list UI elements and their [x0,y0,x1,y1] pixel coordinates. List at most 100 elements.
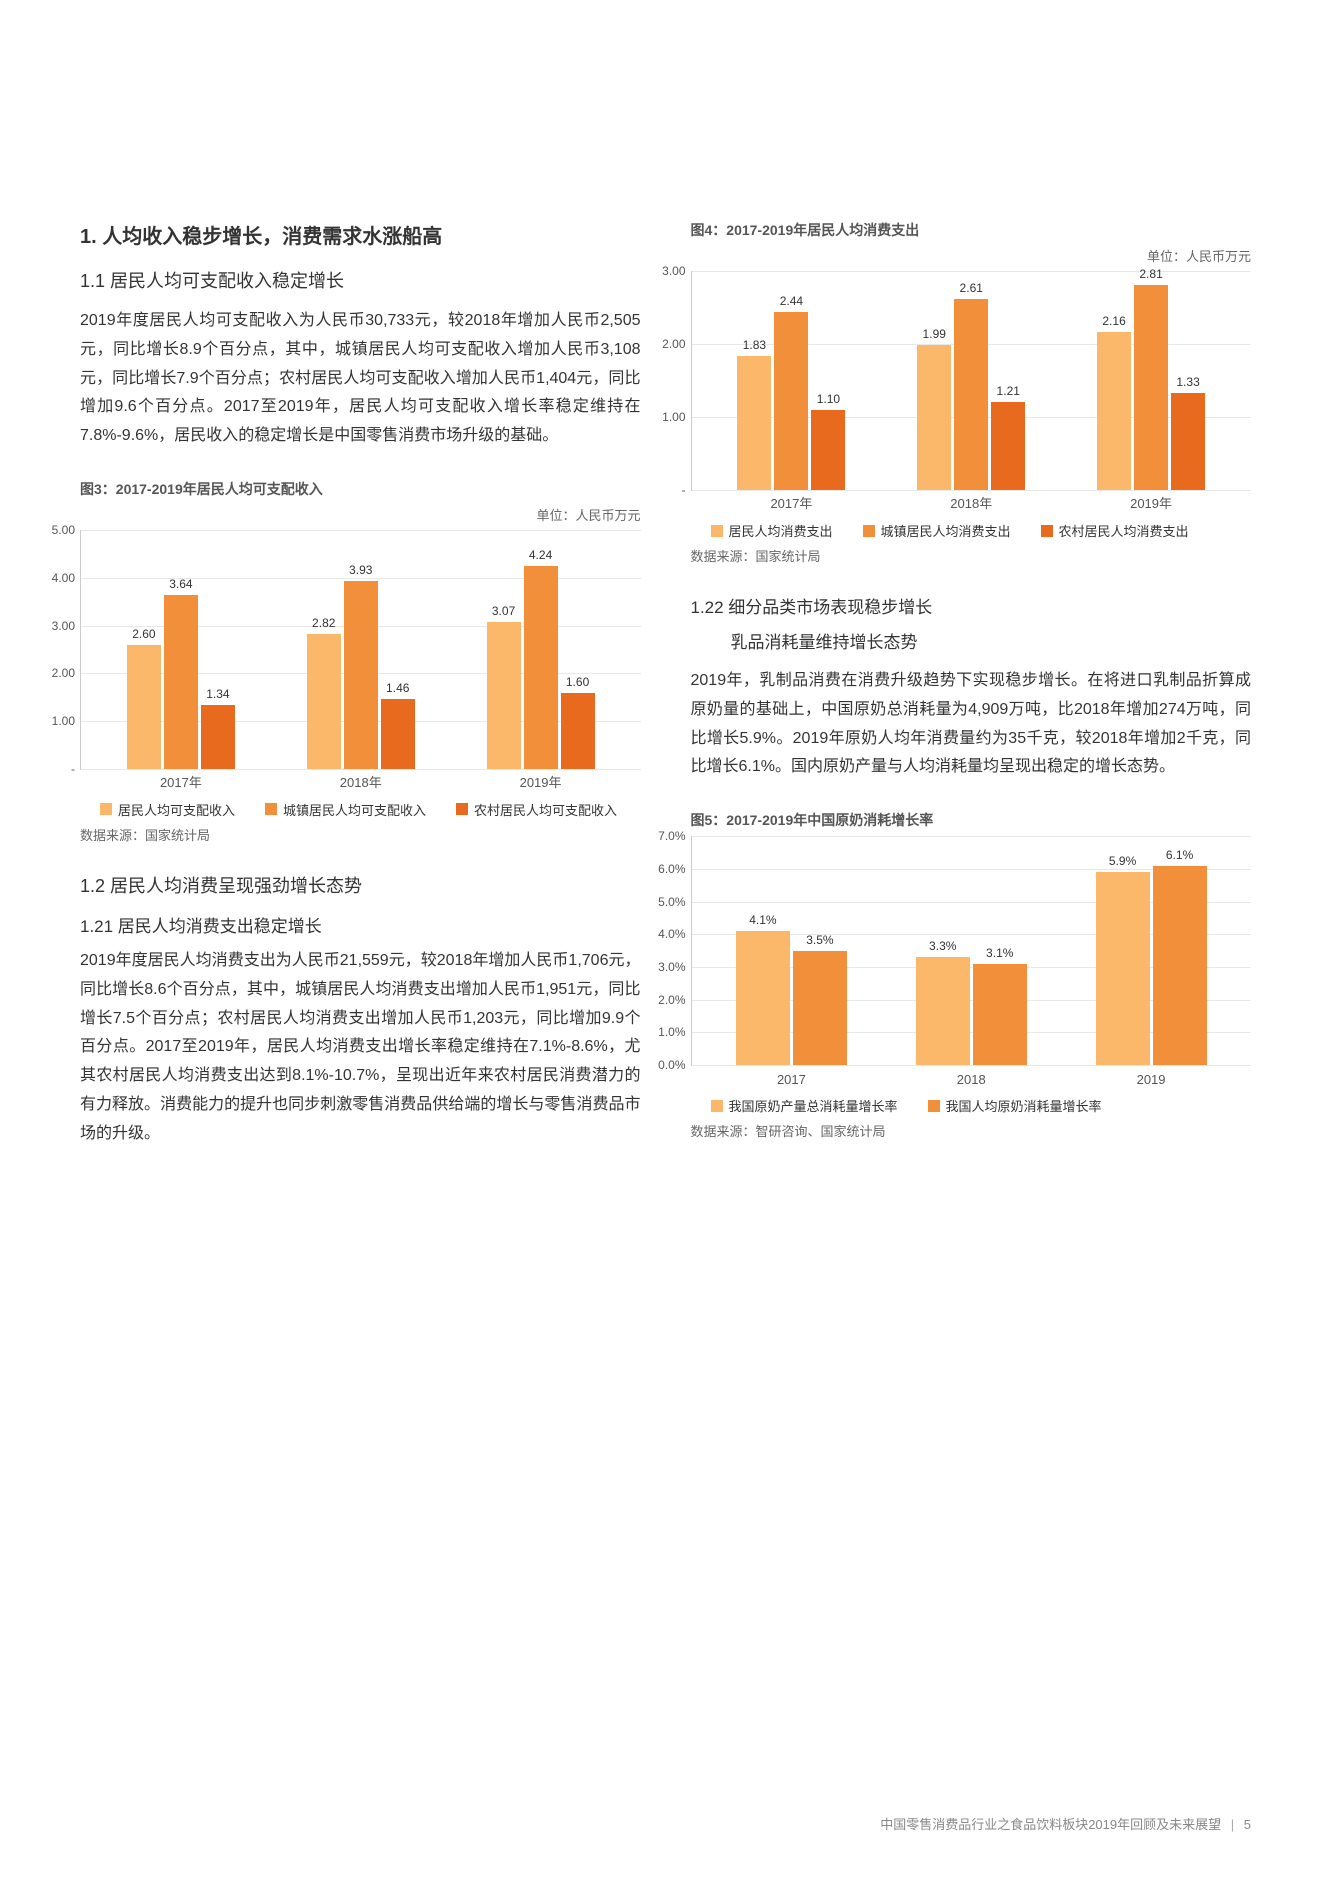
chart-bar: 3.1% [973,964,1027,1065]
x-axis-tick: 2017年 [770,493,812,512]
chart-bar: 2.60 [127,645,161,769]
y-axis-tick: 1.00 [650,410,686,424]
fig3-title: 图3：2017-2019年居民人均可支配收入 [80,479,641,499]
chart-bar: 6.1% [1153,866,1207,1066]
bar-value-label: 3.5% [806,933,833,947]
legend-swatch [100,803,112,815]
y-axis-tick: 3.0% [650,960,686,974]
y-axis-tick: 1.00 [39,714,75,728]
chart-bar: 2.16 [1097,332,1131,490]
left-column: 1. 人均收入稳步增长，消费需求水涨船高 1.1 居民人均可支配收入稳定增长 2… [80,220,641,1177]
legend-label: 农村居民人均消费支出 [1059,521,1189,540]
chart-bar: 3.93 [344,581,378,769]
chart-bar: 2.82 [307,634,341,769]
chart-bar: 1.10 [811,410,845,490]
chart-bar: 1.83 [737,356,771,490]
section-122-title-a: 1.22 细分品类市场表现稳步增长 [691,593,1252,618]
bar-value-label: 3.1% [986,946,1013,960]
fig5-chart: 0.0%1.0%2.0%3.0%4.0%5.0%6.0%7.0%4.1%3.5%… [691,836,1252,1066]
bar-value-label: 2.61 [960,281,983,295]
y-axis-tick: 7.0% [650,829,686,843]
chart-bar: 1.99 [917,345,951,490]
legend-item: 城镇居民人均消费支出 [863,521,1011,540]
section-121-body: 2019年度居民人均消费支出为人民币21,559元，较2018年增加人民币1,7… [80,947,641,1149]
legend-swatch [863,525,875,537]
legend-item: 居民人均可支配收入 [100,800,235,819]
y-axis-tick: 4.00 [39,571,75,585]
x-axis-tick: 2017 [777,1072,806,1087]
section-1-title: 1. 人均收入稳步增长，消费需求水涨船高 [80,220,641,249]
footer-text: 中国零售消费品行业之食品饮料板块2019年回顾及未来展望 [880,1817,1221,1832]
y-axis-tick: 6.0% [650,862,686,876]
bar-value-label: 4.24 [529,548,552,562]
chart-bar: 3.64 [164,595,198,769]
two-column-layout: 1. 人均收入稳步增长，消费需求水涨船高 1.1 居民人均可支配收入稳定增长 2… [80,220,1251,1177]
fig3-chart: -1.002.003.004.005.002.603.641.342017年2.… [80,530,641,770]
chart-bar: 1.34 [201,705,235,769]
x-axis-tick: 2019年 [1130,493,1172,512]
legend-label: 农村居民人均可支配收入 [474,800,617,819]
y-axis-tick: 2.0% [650,993,686,1007]
y-axis-tick: - [650,483,686,497]
section-11-body: 2019年度居民人均可支配收入为人民币30,733元，较2018年增加人民币2,… [80,307,641,451]
legend-swatch [928,1100,940,1112]
bar-value-label: 4.1% [749,913,776,927]
legend-swatch [1041,525,1053,537]
bar-value-label: 3.07 [492,604,515,618]
chart-bar: 3.3% [916,957,970,1065]
legend-swatch [711,1100,723,1112]
legend-item: 城镇居民人均可支配收入 [265,800,426,819]
chart-bar: 2.44 [774,312,808,490]
chart-bar: 4.1% [736,931,790,1065]
x-axis-tick: 2019年 [520,772,562,791]
section-122-title-b: 乳品消耗量维持增长态势 [691,628,1252,653]
x-axis-tick: 2018 [957,1072,986,1087]
section-11-title: 1.1 居民人均可支配收入稳定增长 [80,267,641,293]
fig3-legend: 居民人均可支配收入 城镇居民人均可支配收入 农村居民人均可支配收入 [80,800,641,819]
chart-bar: 3.07 [487,622,521,769]
y-axis-tick: 2.00 [650,337,686,351]
bar-value-label: 1.83 [743,338,766,352]
fig5-source: 数据来源：智研咨询、国家统计局 [691,1121,1252,1140]
bar-value-label: 2.44 [780,294,803,308]
fig4-legend: 居民人均消费支出 城镇居民人均消费支出 农村居民人均消费支出 [691,521,1252,540]
fig4-source: 数据来源：国家统计局 [691,546,1252,565]
fig4-chart: -1.002.003.001.832.441.102017年1.992.611.… [691,271,1252,491]
bar-value-label: 1.34 [206,687,229,701]
y-axis-tick: 3.00 [39,619,75,633]
legend-item: 居民人均消费支出 [711,521,833,540]
section-121-title: 1.21 居民人均消费支出稳定增长 [80,912,641,937]
chart-bar: 5.9% [1096,872,1150,1065]
x-axis-tick: 2018年 [950,493,992,512]
footer-sep: | [1231,1817,1234,1832]
bar-value-label: 1.33 [1176,375,1199,389]
bar-value-label: 3.3% [929,939,956,953]
legend-label: 我国原奶产量总消耗量增长率 [729,1096,898,1115]
legend-label: 城镇居民人均可支配收入 [283,800,426,819]
bar-value-label: 3.93 [349,563,372,577]
legend-swatch [711,525,723,537]
bar-value-label: 6.1% [1166,848,1193,862]
legend-label: 居民人均可支配收入 [118,800,235,819]
y-axis-tick: 5.0% [650,895,686,909]
bar-value-label: 2.60 [132,627,155,641]
fig4-unit: 单位：人民币万元 [691,246,1252,265]
right-column: 图4：2017-2019年居民人均消费支出 单位：人民币万元 -1.002.00… [691,220,1252,1177]
section-12-title: 1.2 居民人均消费呈现强劲增长态势 [80,872,641,898]
chart-bar: 1.60 [561,693,595,769]
x-axis-tick: 2017年 [160,772,202,791]
x-axis-tick: 2019 [1137,1072,1166,1087]
chart-bar: 1.21 [991,402,1025,490]
y-axis-tick: 0.0% [650,1058,686,1072]
legend-swatch [456,803,468,815]
y-axis-tick: 2.00 [39,666,75,680]
chart-bar: 1.33 [1171,393,1205,490]
fig4-title: 图4：2017-2019年居民人均消费支出 [691,220,1252,240]
bar-value-label: 2.82 [312,616,335,630]
chart-bar: 2.81 [1134,285,1168,490]
bar-value-label: 1.46 [386,681,409,695]
page-footer: 中国零售消费品行业之食品饮料板块2019年回顾及未来展望 | 5 [880,1814,1251,1833]
legend-swatch [265,803,277,815]
y-axis-tick: 5.00 [39,523,75,537]
legend-label: 居民人均消费支出 [729,521,833,540]
